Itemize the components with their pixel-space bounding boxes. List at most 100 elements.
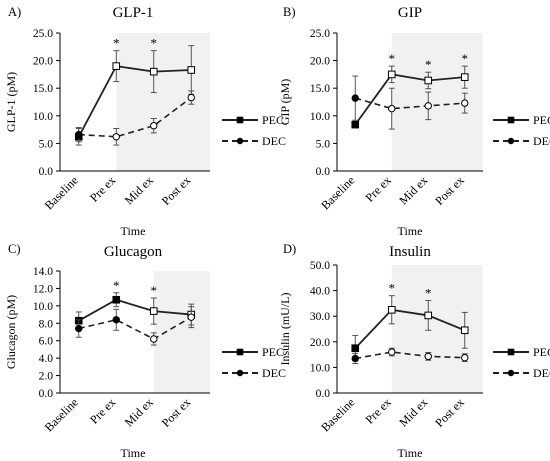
- y-tick-label: 6.0: [39, 336, 54, 348]
- y-axis-label: GIP (pM): [278, 79, 292, 126]
- y-tick-label: 5.0: [316, 138, 331, 150]
- x-axis-label: Time: [121, 224, 146, 238]
- series-line: [355, 351, 465, 360]
- series-dec: [75, 90, 195, 146]
- y-tick-label: 20.0: [33, 56, 53, 68]
- y-axis-label: Insulin (mU/L): [278, 293, 292, 366]
- significance-marker: *: [389, 51, 396, 66]
- data-point-square: [387, 70, 396, 79]
- y-tick-label: 40.0: [310, 286, 330, 298]
- data-point-circle: [150, 122, 158, 130]
- legend-label-pec: PEC: [262, 345, 284, 359]
- data-point-circle: [424, 352, 432, 361]
- series-pec: [351, 295, 469, 362]
- data-point-square: [460, 326, 469, 335]
- chart-panel-4: D) Insulin Time Insulin (mU/L) 0.0 10.0 20.0 30…: [278, 242, 550, 460]
- data-point-square: [424, 311, 433, 320]
- data-point-square: [351, 344, 360, 352]
- series-line: [354, 73, 465, 126]
- data-point-circle: [461, 99, 469, 107]
- data-point-circle: [351, 354, 359, 363]
- y-tick-label: 20.0: [310, 56, 330, 68]
- y-tick-label: 10.0: [310, 111, 330, 123]
- y-axis-label: GLP-1 (pM): [4, 72, 18, 132]
- legend-marker-dec: [236, 369, 244, 377]
- y-tick-label: 0.0: [316, 166, 331, 178]
- series-dec: [75, 306, 195, 346]
- chart-title: GIP: [398, 5, 422, 21]
- x-tick-label: Post ex: [159, 395, 194, 430]
- x-tick-label: Post ex: [432, 173, 467, 208]
- data-point-square: [112, 62, 121, 70]
- x-axis-label: Time: [121, 446, 146, 460]
- y-tick-label: 8.0: [39, 318, 54, 330]
- legend-marker-pec: [507, 348, 515, 356]
- y-tick-label: 0.0: [316, 388, 331, 400]
- data-point-circle: [112, 316, 120, 324]
- data-point-circle: [461, 353, 469, 362]
- data-point-circle: [112, 133, 120, 141]
- legend-marker-pec: [236, 348, 244, 356]
- x-axis-label: Time: [398, 446, 423, 460]
- legend-label-pec: PEC: [533, 113, 550, 127]
- y-tick-label: 25.0: [310, 28, 330, 40]
- data-point-circle: [150, 335, 158, 343]
- y-tick-label: 12.0: [33, 283, 53, 295]
- data-point-circle: [187, 93, 195, 102]
- data-point-circle: [187, 313, 195, 321]
- significance-marker: *: [151, 36, 158, 51]
- data-point-circle: [388, 348, 396, 356]
- y-tick-label: 30.0: [310, 311, 330, 323]
- x-tick-label: Mid ex: [396, 173, 430, 207]
- legend-marker-pec: [236, 116, 244, 124]
- legend-marker-pec: [507, 116, 515, 124]
- significance-marker: *: [425, 57, 432, 72]
- significance-marker: *: [462, 51, 469, 66]
- series-line: [354, 308, 466, 349]
- x-tick-label: Pre ex: [363, 395, 394, 426]
- series-pec: [351, 65, 469, 129]
- legend-marker-dec: [236, 137, 244, 145]
- legend-label-pec: PEC: [262, 113, 284, 127]
- legend-marker-dec: [507, 369, 515, 377]
- data-point-square: [351, 120, 360, 129]
- data-point-square: [460, 73, 469, 81]
- series-line: [78, 316, 192, 340]
- data-point-circle: [388, 104, 396, 113]
- x-tick-label: Post ex: [159, 173, 194, 208]
- series-line: [77, 65, 192, 138]
- y-tick-label: 0.0: [39, 388, 54, 400]
- data-point-circle: [75, 324, 83, 333]
- y-tick-label: 20.0: [310, 337, 330, 349]
- legend-label-dec: DEC: [262, 366, 286, 380]
- y-tick-label: 10.0: [33, 301, 53, 313]
- y-tick-label: 2.0: [39, 371, 54, 383]
- x-tick-label: Baseline: [42, 395, 81, 434]
- x-tick-label: Mid ex: [122, 395, 156, 429]
- panel-letter: C): [8, 242, 21, 256]
- legend-label-dec: DEC: [533, 366, 550, 380]
- panel-letter: B): [283, 5, 296, 19]
- chart-title: GLP-1: [113, 5, 154, 21]
- y-tick-label: 5.0: [39, 138, 54, 150]
- panel-letter: D): [283, 242, 296, 256]
- legend-label-dec: DEC: [262, 134, 286, 148]
- significance-marker: *: [425, 286, 432, 301]
- chart-panel-2: B) GIP Time GIP (pM) 0.0 5.0 10.0 15.0 20.0 25.0 B…: [278, 5, 550, 238]
- data-point-square: [187, 66, 196, 74]
- y-tick-label: 0.0: [39, 166, 54, 178]
- y-tick-label: 14.0: [33, 266, 53, 278]
- series-dec: [351, 347, 469, 365]
- y-tick-label: 15.0: [310, 83, 330, 95]
- data-point-square: [112, 295, 121, 304]
- significance-marker: *: [389, 281, 396, 296]
- series-line: [78, 298, 192, 322]
- x-tick-label: Pre ex: [87, 173, 118, 204]
- x-tick-label: Post ex: [432, 395, 467, 430]
- x-tick-label: Pre ex: [87, 395, 118, 426]
- shaded-region: [153, 271, 210, 393]
- series-line: [355, 97, 465, 110]
- chart-panel-3: C) Glucagon Time Glucagon (pM) 0.0 2.0 4.0 6.0 8…: [4, 242, 286, 460]
- data-point-square: [387, 306, 396, 314]
